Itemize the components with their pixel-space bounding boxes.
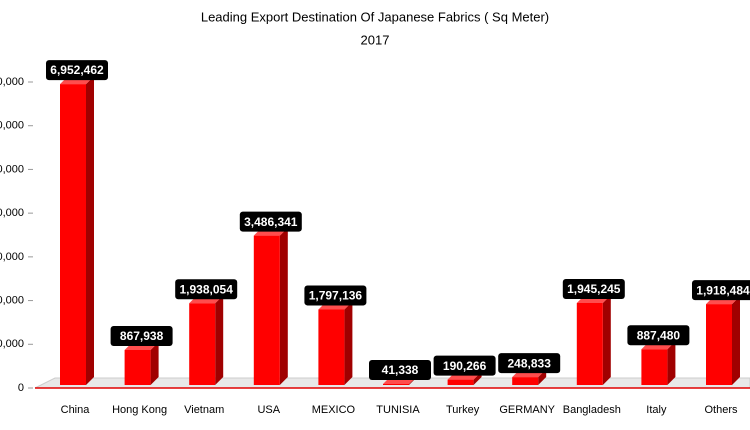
x-tick-label: Bangladesh — [563, 404, 621, 416]
bar-face — [447, 379, 474, 385]
bar — [318, 301, 353, 385]
value-label-box — [46, 60, 108, 81]
bar-face — [279, 227, 288, 385]
y-tick-label: 0 — [18, 382, 24, 394]
bar — [576, 294, 611, 385]
y-tick-label: 2,000,000 — [0, 294, 24, 306]
x-tick-label: China — [61, 404, 91, 416]
x-tick-label: Turkey — [446, 404, 480, 416]
x-tick-label: Vietnam — [184, 404, 224, 416]
bar-face — [641, 349, 668, 385]
bar — [124, 342, 159, 385]
value-label: 248,833 — [508, 356, 552, 370]
chart-title: Leading Export Destination Of Japanese F… — [201, 9, 549, 24]
value-label-box — [498, 353, 561, 374]
x-tick-label: GERMANY — [499, 404, 555, 416]
y-tick-label: 5,000,000 — [0, 163, 24, 175]
value-label-box — [562, 278, 625, 299]
y-tick-label: 6,000,000 — [0, 120, 24, 132]
y-tick-label: 4,000,000 — [0, 207, 24, 219]
value-label-box — [239, 211, 302, 232]
value-label-box — [627, 325, 690, 346]
bar-face — [667, 341, 676, 385]
bar-face — [512, 377, 539, 385]
x-tick-label: TUNISIA — [376, 404, 420, 416]
bar — [706, 296, 740, 385]
value-label-box — [110, 326, 173, 347]
value-label: 1,797,136 — [309, 289, 363, 303]
bar-face — [318, 309, 345, 385]
bar-face — [602, 294, 611, 385]
value-label-box — [304, 285, 367, 306]
y-tick-label: 3,000,000 — [0, 251, 24, 263]
bar — [253, 227, 288, 385]
value-label: 1,918,484 — [696, 283, 750, 297]
bar-face — [576, 302, 603, 385]
value-label: 190,266 — [443, 359, 487, 373]
value-label: 1,945,245 — [567, 282, 621, 296]
value-label-box — [692, 280, 750, 301]
value-label-box — [175, 279, 238, 300]
bar-face — [86, 76, 94, 385]
value-label: 6,952,462 — [50, 63, 104, 77]
bar — [189, 295, 224, 385]
bar-face — [732, 296, 740, 385]
value-label: 867,938 — [120, 329, 164, 343]
bar-face — [150, 342, 159, 385]
x-tick-label: Italy — [646, 404, 667, 416]
x-tick-label: USA — [257, 404, 280, 416]
bar-face — [344, 301, 353, 385]
value-label: 1,938,054 — [180, 282, 234, 296]
x-tick-label: Others — [704, 404, 738, 416]
value-label-box — [433, 355, 496, 376]
bar — [60, 76, 94, 385]
value-label-box — [369, 360, 431, 380]
bar-face — [60, 84, 86, 385]
bar-face — [189, 303, 216, 385]
bar-face — [253, 235, 280, 385]
bar-face — [124, 350, 151, 385]
value-label: 887,480 — [637, 328, 681, 342]
x-tick-label: Hong Kong — [112, 404, 167, 416]
bar-face — [383, 384, 409, 385]
bar-face — [215, 295, 224, 385]
x-tick-label: MEXICO — [312, 404, 356, 416]
bar — [641, 341, 676, 385]
value-label: 41,338 — [382, 363, 419, 377]
bar-face — [706, 304, 732, 385]
y-tick-label: 1,000,000 — [0, 338, 24, 350]
y-tick-label: 7,000,000 — [0, 76, 24, 88]
value-label: 3,486,341 — [244, 215, 298, 229]
chart-subtitle: 2017 — [361, 32, 390, 47]
